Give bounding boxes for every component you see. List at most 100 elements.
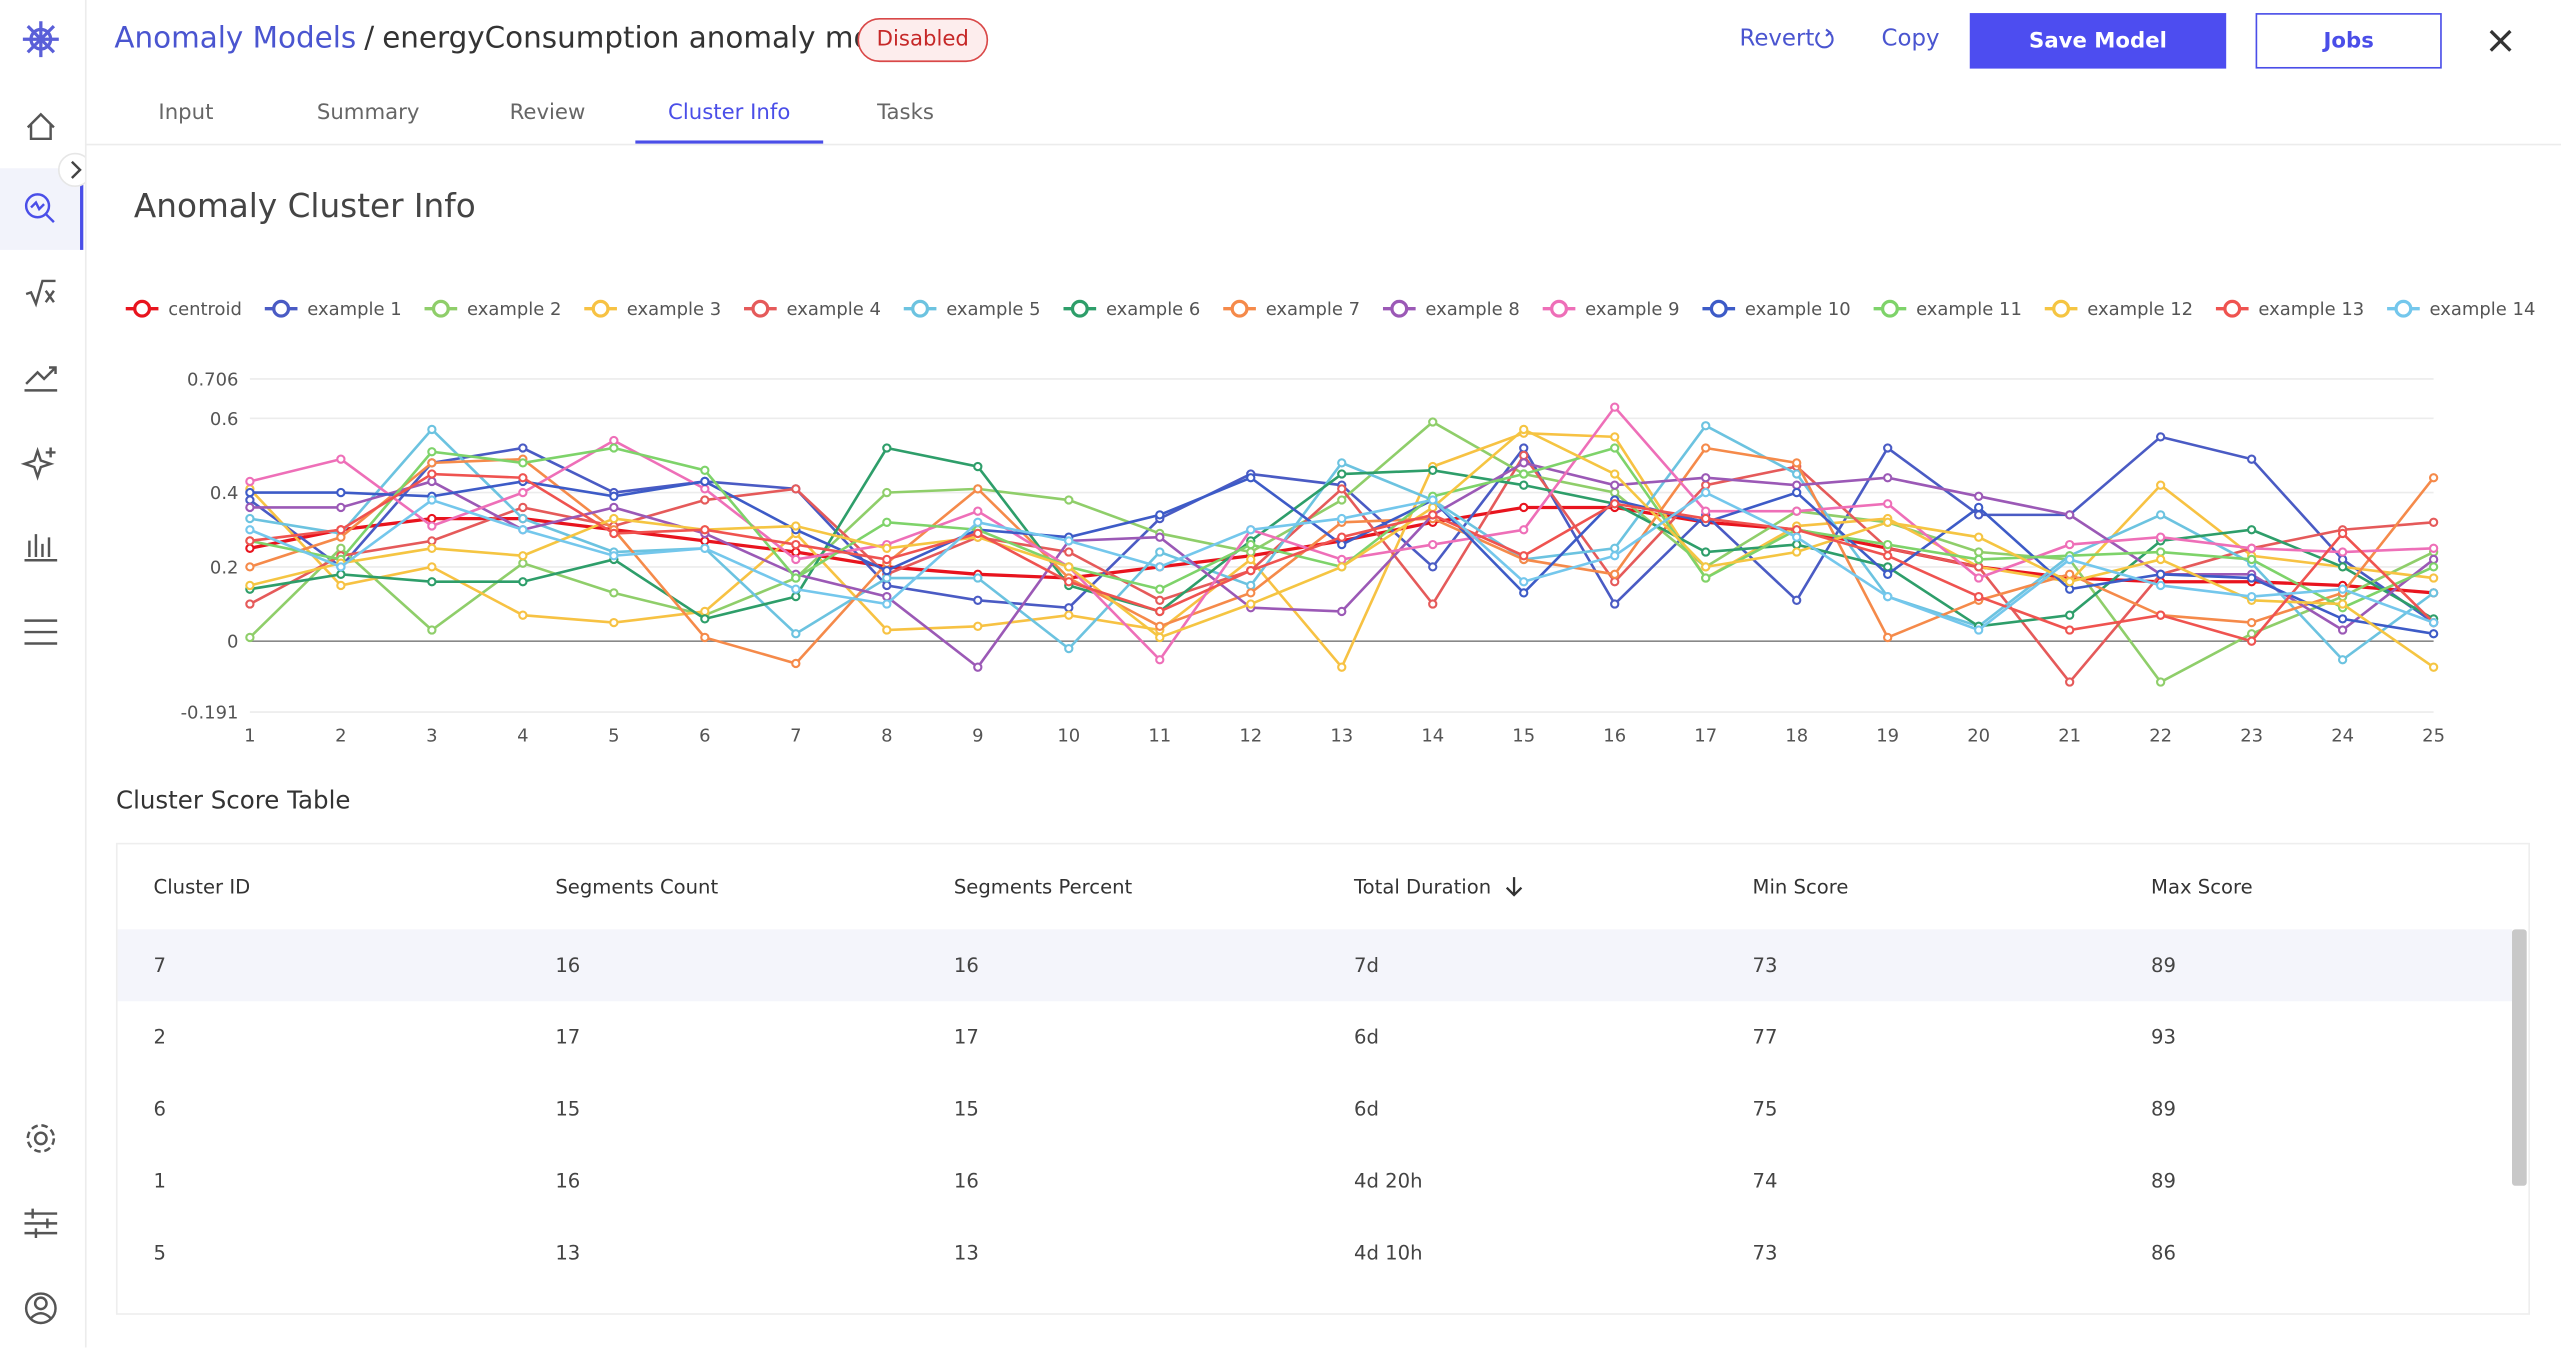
table-cell: 4d 10h [1354,1241,1423,1265]
point [336,487,346,498]
point [1883,443,1893,453]
save-model-button[interactable]: Save Model [1969,13,2227,69]
table-cell: 77 [1752,1025,1778,1049]
trend-icon[interactable] [24,366,58,392]
scrollbar[interactable] [2512,929,2527,1186]
point [1428,562,1438,572]
legend-item[interactable]: example 13 [2215,299,2364,320]
y-tick-label: 0 [227,632,238,653]
legend-swatch-marker [1230,299,1249,318]
menu-icon[interactable] [24,619,58,645]
point [2065,569,2075,579]
column-header[interactable]: Cluster ID [153,875,251,899]
point [2246,573,2257,583]
point [2428,629,2439,639]
point [427,543,437,553]
user-icon[interactable] [24,1292,57,1325]
legend-item[interactable]: example 11 [1873,299,2022,320]
point [700,543,710,553]
point [2155,580,2166,591]
point [1701,480,1711,490]
point [518,551,528,561]
formula-icon[interactable] [25,279,56,308]
tab[interactable]: Tasks [877,101,934,126]
legend-item[interactable]: example 14 [2387,299,2535,320]
legend-item[interactable]: example 7 [1223,299,1360,320]
x-tick-label: 3 [426,726,437,747]
legend-item[interactable]: example 4 [744,299,881,320]
copy-button[interactable]: Copy [1881,26,1940,53]
point [518,473,528,483]
tab[interactable]: Review [509,101,586,126]
legend-label: centroid [168,299,242,320]
table-row[interactable]: 1 16 16 4d 20h 74 89 [118,1145,2512,1217]
table-row[interactable]: 2 17 17 6d 77 93 [118,1001,2512,1073]
sparkle-icon[interactable] [20,446,56,481]
point [2246,554,2257,565]
legend-item[interactable]: example 5 [903,299,1041,320]
settings-icon[interactable] [26,1124,56,1153]
legend-item[interactable]: example 3 [584,299,721,320]
point [427,458,437,468]
point [973,484,983,494]
column-header[interactable]: Total Duration [1354,875,1492,899]
legend-item[interactable]: example 9 [1542,299,1680,320]
table-cell: 13 [953,1241,979,1265]
point [2428,473,2439,483]
legend-item[interactable]: example 10 [1702,299,1851,320]
point [791,573,801,583]
point [791,539,801,550]
point [1064,562,1074,572]
legend-label: example 11 [1916,299,2022,320]
point [1064,577,1074,587]
x-tick-label: 15 [1512,726,1535,747]
point [1064,603,1074,613]
point [609,502,619,513]
model-title: energyConsumption anomaly model [382,21,917,56]
column-header[interactable]: Segments Percent [953,875,1133,899]
point [2337,614,2348,624]
table-cell: 89 [2151,953,2177,977]
tab[interactable]: Input [158,101,214,126]
point [1974,547,1984,557]
table-row[interactable]: 7 16 16 7d 73 89 [117,929,2513,1002]
home-icon[interactable] [26,112,55,141]
column-header[interactable]: Segments Count [555,875,719,899]
point [518,502,528,513]
point [1792,532,1802,542]
tab[interactable]: Cluster Info [668,101,791,126]
sort-arrow[interactable] [1504,875,1524,898]
tab[interactable]: Summary [316,101,420,126]
legend-item[interactable]: centroid [125,299,242,320]
revert-icon[interactable] [1813,28,1836,51]
point [427,447,437,457]
x-tick-label: 8 [881,726,892,747]
search-icon[interactable] [24,193,55,223]
close-button[interactable] [2488,28,2514,54]
collapse-button[interactable] [57,152,87,188]
sliders-icon[interactable] [24,1208,58,1239]
point [1701,513,1711,524]
jobs-button[interactable]: Jobs [2255,13,2442,69]
point [518,443,528,453]
point [1792,595,1802,605]
legend-item[interactable]: example 8 [1382,299,1520,320]
table-cell: 2 [153,1025,167,1049]
breadcrumb-link[interactable]: Anomaly Models [114,21,357,56]
point [427,424,437,435]
point [1155,595,1165,605]
x-tick-label: 11 [1148,726,1171,747]
legend-item[interactable]: example 12 [2044,299,2193,320]
revert-button[interactable]: Revert [1739,26,1815,53]
legend-item[interactable]: example 2 [424,299,562,320]
point [1337,554,1347,565]
x-tick-label: 4 [517,726,528,747]
legend-item[interactable]: example 1 [264,299,402,320]
table-row[interactable]: 5 13 13 4d 10h 73 86 [118,1217,2512,1289]
table-row[interactable]: 6 15 15 6d 75 89 [118,1073,2512,1145]
column-header[interactable]: Min Score [1752,875,1849,899]
bars-icon[interactable] [24,534,58,562]
column-header[interactable]: Max Score [2151,875,2253,899]
legend-item[interactable]: example 6 [1063,299,1200,320]
table-cell: 73 [1752,953,1778,977]
